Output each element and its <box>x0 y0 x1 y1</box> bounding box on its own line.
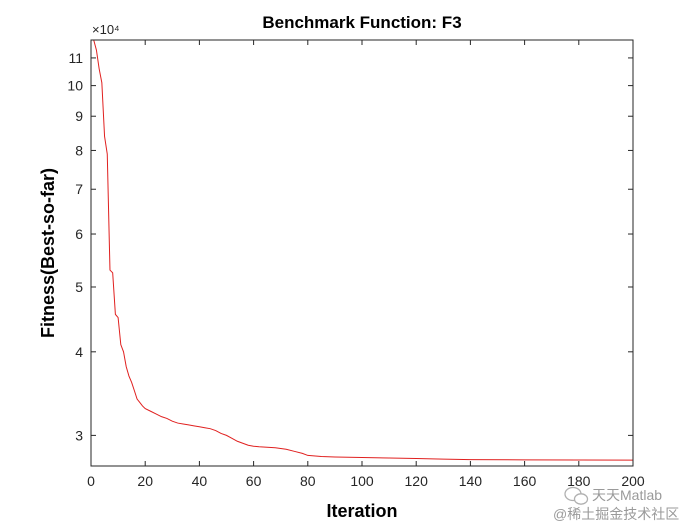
x-tick-label: 100 <box>350 473 374 489</box>
plot-area <box>91 40 633 466</box>
y-tick-label: 6 <box>75 226 83 242</box>
x-tick-label: 20 <box>137 473 153 489</box>
watermark-line2: @稀土掘金技术社区 <box>553 506 679 522</box>
watermark: 天天Matlab @稀土掘金技术社区 <box>553 486 679 522</box>
y-tick-label: 8 <box>75 142 83 158</box>
y-tick-label: 7 <box>75 181 83 197</box>
chart-title: Benchmark Function: F3 <box>262 13 461 32</box>
y-tick-label: 4 <box>75 344 83 360</box>
y-axis-label: Fitness(Best-so-far) <box>38 168 58 338</box>
y-tick-label: 3 <box>75 427 83 443</box>
y-tick-label: 9 <box>75 108 83 124</box>
x-tick-label: 0 <box>87 473 95 489</box>
x-tick-label: 80 <box>300 473 316 489</box>
x-tick-label: 120 <box>405 473 429 489</box>
y-tick-label: 10 <box>67 78 83 94</box>
x-tick-label: 60 <box>246 473 262 489</box>
x-tick-label: 160 <box>513 473 537 489</box>
y-tick-label: 5 <box>75 279 83 295</box>
x-tick-label: 180 <box>567 473 591 489</box>
wechat-icon <box>564 486 589 505</box>
watermark-line1: 天天Matlab <box>592 487 662 503</box>
x-axis-label: Iteration <box>326 501 397 521</box>
plot-border <box>90 39 634 467</box>
x-tick-label: 140 <box>459 473 483 489</box>
x-tick-label: 40 <box>192 473 208 489</box>
x-tick-label: 200 <box>621 473 645 489</box>
y-tick-label: 11 <box>68 50 83 66</box>
series-line <box>93 40 633 461</box>
y-exponent-label: ×10⁴ <box>92 22 120 37</box>
